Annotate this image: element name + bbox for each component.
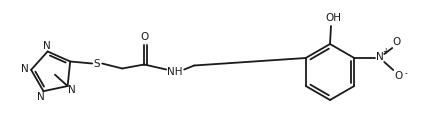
- Text: N: N: [43, 41, 50, 51]
- Text: OH: OH: [325, 13, 341, 23]
- Text: NH: NH: [167, 66, 183, 76]
- Text: N: N: [37, 92, 45, 102]
- Text: N: N: [68, 85, 76, 95]
- Text: S: S: [94, 59, 101, 68]
- Text: +: +: [382, 46, 388, 55]
- Text: O: O: [140, 32, 148, 41]
- Text: O: O: [392, 37, 400, 47]
- Text: N: N: [21, 64, 29, 74]
- Text: N: N: [376, 52, 384, 62]
- Text: O: O: [394, 71, 402, 81]
- Text: -: -: [405, 69, 408, 79]
